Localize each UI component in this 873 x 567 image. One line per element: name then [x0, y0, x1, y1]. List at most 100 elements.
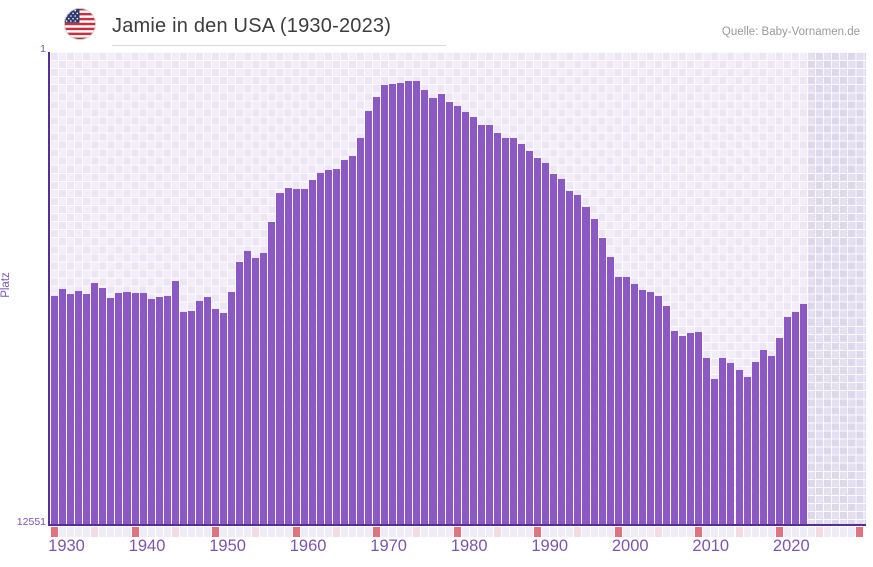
bar-1946[interactable]: [179, 312, 187, 524]
bar-1939[interactable]: [123, 292, 131, 524]
bar-2021[interactable]: [783, 317, 791, 524]
bar-1986[interactable]: [501, 138, 509, 524]
bar-1940[interactable]: [131, 293, 139, 524]
bar-2011[interactable]: [703, 358, 711, 524]
bar-1969[interactable]: [365, 111, 373, 524]
bar-1985[interactable]: [493, 133, 501, 524]
bar-1982[interactable]: [469, 117, 477, 524]
bar-1993[interactable]: [558, 179, 566, 524]
bar-1951[interactable]: [220, 313, 228, 524]
bar-1931[interactable]: [59, 289, 67, 524]
bar-1934[interactable]: [83, 294, 91, 524]
bar-1937[interactable]: [107, 298, 115, 524]
bar-2017[interactable]: [751, 361, 759, 524]
bar-1952[interactable]: [228, 292, 236, 524]
bar-1978[interactable]: [437, 94, 445, 524]
bar-1962[interactable]: [308, 180, 316, 524]
bar-2005[interactable]: [654, 296, 663, 524]
bar-1958[interactable]: [276, 193, 284, 524]
bar-1984[interactable]: [485, 125, 493, 524]
bar-1950[interactable]: [212, 309, 220, 524]
bar-1967[interactable]: [348, 156, 356, 524]
bar-2012[interactable]: [711, 378, 719, 524]
bar-1988[interactable]: [518, 144, 526, 524]
bar-1947[interactable]: [187, 311, 195, 524]
bar-2023[interactable]: [799, 303, 807, 524]
bar-1963[interactable]: [316, 173, 324, 524]
bar-1964[interactable]: [324, 169, 332, 524]
bar-1932[interactable]: [67, 294, 75, 524]
bar-1944[interactable]: [163, 296, 171, 524]
bar-1997[interactable]: [590, 219, 598, 524]
bar-1987[interactable]: [510, 138, 518, 524]
bar-1948[interactable]: [195, 301, 203, 524]
bar-1965[interactable]: [332, 168, 340, 524]
ruler-cell-1932: [67, 527, 75, 537]
bar-2003[interactable]: [638, 290, 646, 524]
bar-2022[interactable]: [791, 312, 799, 524]
bar-1941[interactable]: [139, 293, 147, 524]
bar-1942[interactable]: [147, 299, 155, 524]
bar-1974[interactable]: [405, 81, 413, 524]
bar-1999[interactable]: [606, 257, 614, 524]
bar-1933[interactable]: [75, 291, 83, 524]
bar-1979[interactable]: [445, 101, 453, 524]
bar-1972[interactable]: [389, 84, 397, 524]
bar-1981[interactable]: [461, 112, 469, 524]
bar-2000[interactable]: [614, 277, 622, 524]
bar-1994[interactable]: [566, 191, 574, 524]
bar-2020[interactable]: [775, 337, 783, 524]
bar-1954[interactable]: [244, 251, 252, 524]
bar-1970[interactable]: [373, 97, 381, 524]
bar-1996[interactable]: [582, 207, 590, 524]
bar-1971[interactable]: [381, 84, 389, 524]
bar-1956[interactable]: [260, 253, 268, 524]
bar-1991[interactable]: [542, 163, 550, 524]
bar-1961[interactable]: [300, 189, 308, 524]
bar-2018[interactable]: [759, 349, 767, 524]
bar-1995[interactable]: [574, 195, 582, 524]
bar-1973[interactable]: [397, 83, 405, 524]
bar-1943[interactable]: [155, 297, 163, 524]
bar-1992[interactable]: [550, 174, 558, 524]
bar-1930[interactable]: [51, 296, 59, 524]
bar-1949[interactable]: [204, 297, 212, 524]
bar-1989[interactable]: [526, 151, 534, 524]
bar-1959[interactable]: [284, 188, 292, 524]
bar-1977[interactable]: [429, 98, 437, 524]
bar-2010[interactable]: [695, 331, 703, 524]
bar-2006[interactable]: [663, 305, 671, 524]
bar-1980[interactable]: [453, 106, 461, 524]
bar-1955[interactable]: [252, 258, 260, 524]
bar-2013[interactable]: [719, 358, 727, 524]
bar-2016[interactable]: [743, 376, 751, 524]
bar-1998[interactable]: [598, 237, 606, 524]
x-axis-label-1990: 1990: [531, 537, 569, 555]
bar-1983[interactable]: [477, 125, 485, 524]
bar-2009[interactable]: [687, 332, 695, 524]
ruler-cell-1985: [493, 527, 501, 537]
bar-1936[interactable]: [99, 288, 107, 524]
bar-1968[interactable]: [357, 138, 365, 524]
bar-2007[interactable]: [671, 331, 679, 524]
bar-1938[interactable]: [115, 293, 123, 524]
bar-1935[interactable]: [91, 283, 99, 524]
bar-2001[interactable]: [622, 277, 630, 524]
bar-2008[interactable]: [679, 336, 687, 524]
bar-1990[interactable]: [534, 157, 542, 524]
bar-1975[interactable]: [413, 81, 421, 524]
bar-1960[interactable]: [292, 189, 300, 524]
bar-1966[interactable]: [340, 160, 348, 524]
ruler-cell-1986: [501, 527, 509, 537]
bar-2019[interactable]: [767, 356, 775, 524]
bar-1976[interactable]: [421, 90, 429, 524]
source-link[interactable]: Quelle: Baby-Vornamen.de: [721, 26, 860, 38]
ruler-cell-1984: [485, 527, 493, 537]
bar-2002[interactable]: [630, 284, 638, 524]
bar-1953[interactable]: [236, 262, 244, 524]
bar-2015[interactable]: [735, 370, 743, 524]
bar-1945[interactable]: [171, 281, 179, 524]
bar-2004[interactable]: [646, 292, 654, 524]
bar-1957[interactable]: [268, 222, 276, 524]
bar-2014[interactable]: [727, 363, 735, 524]
